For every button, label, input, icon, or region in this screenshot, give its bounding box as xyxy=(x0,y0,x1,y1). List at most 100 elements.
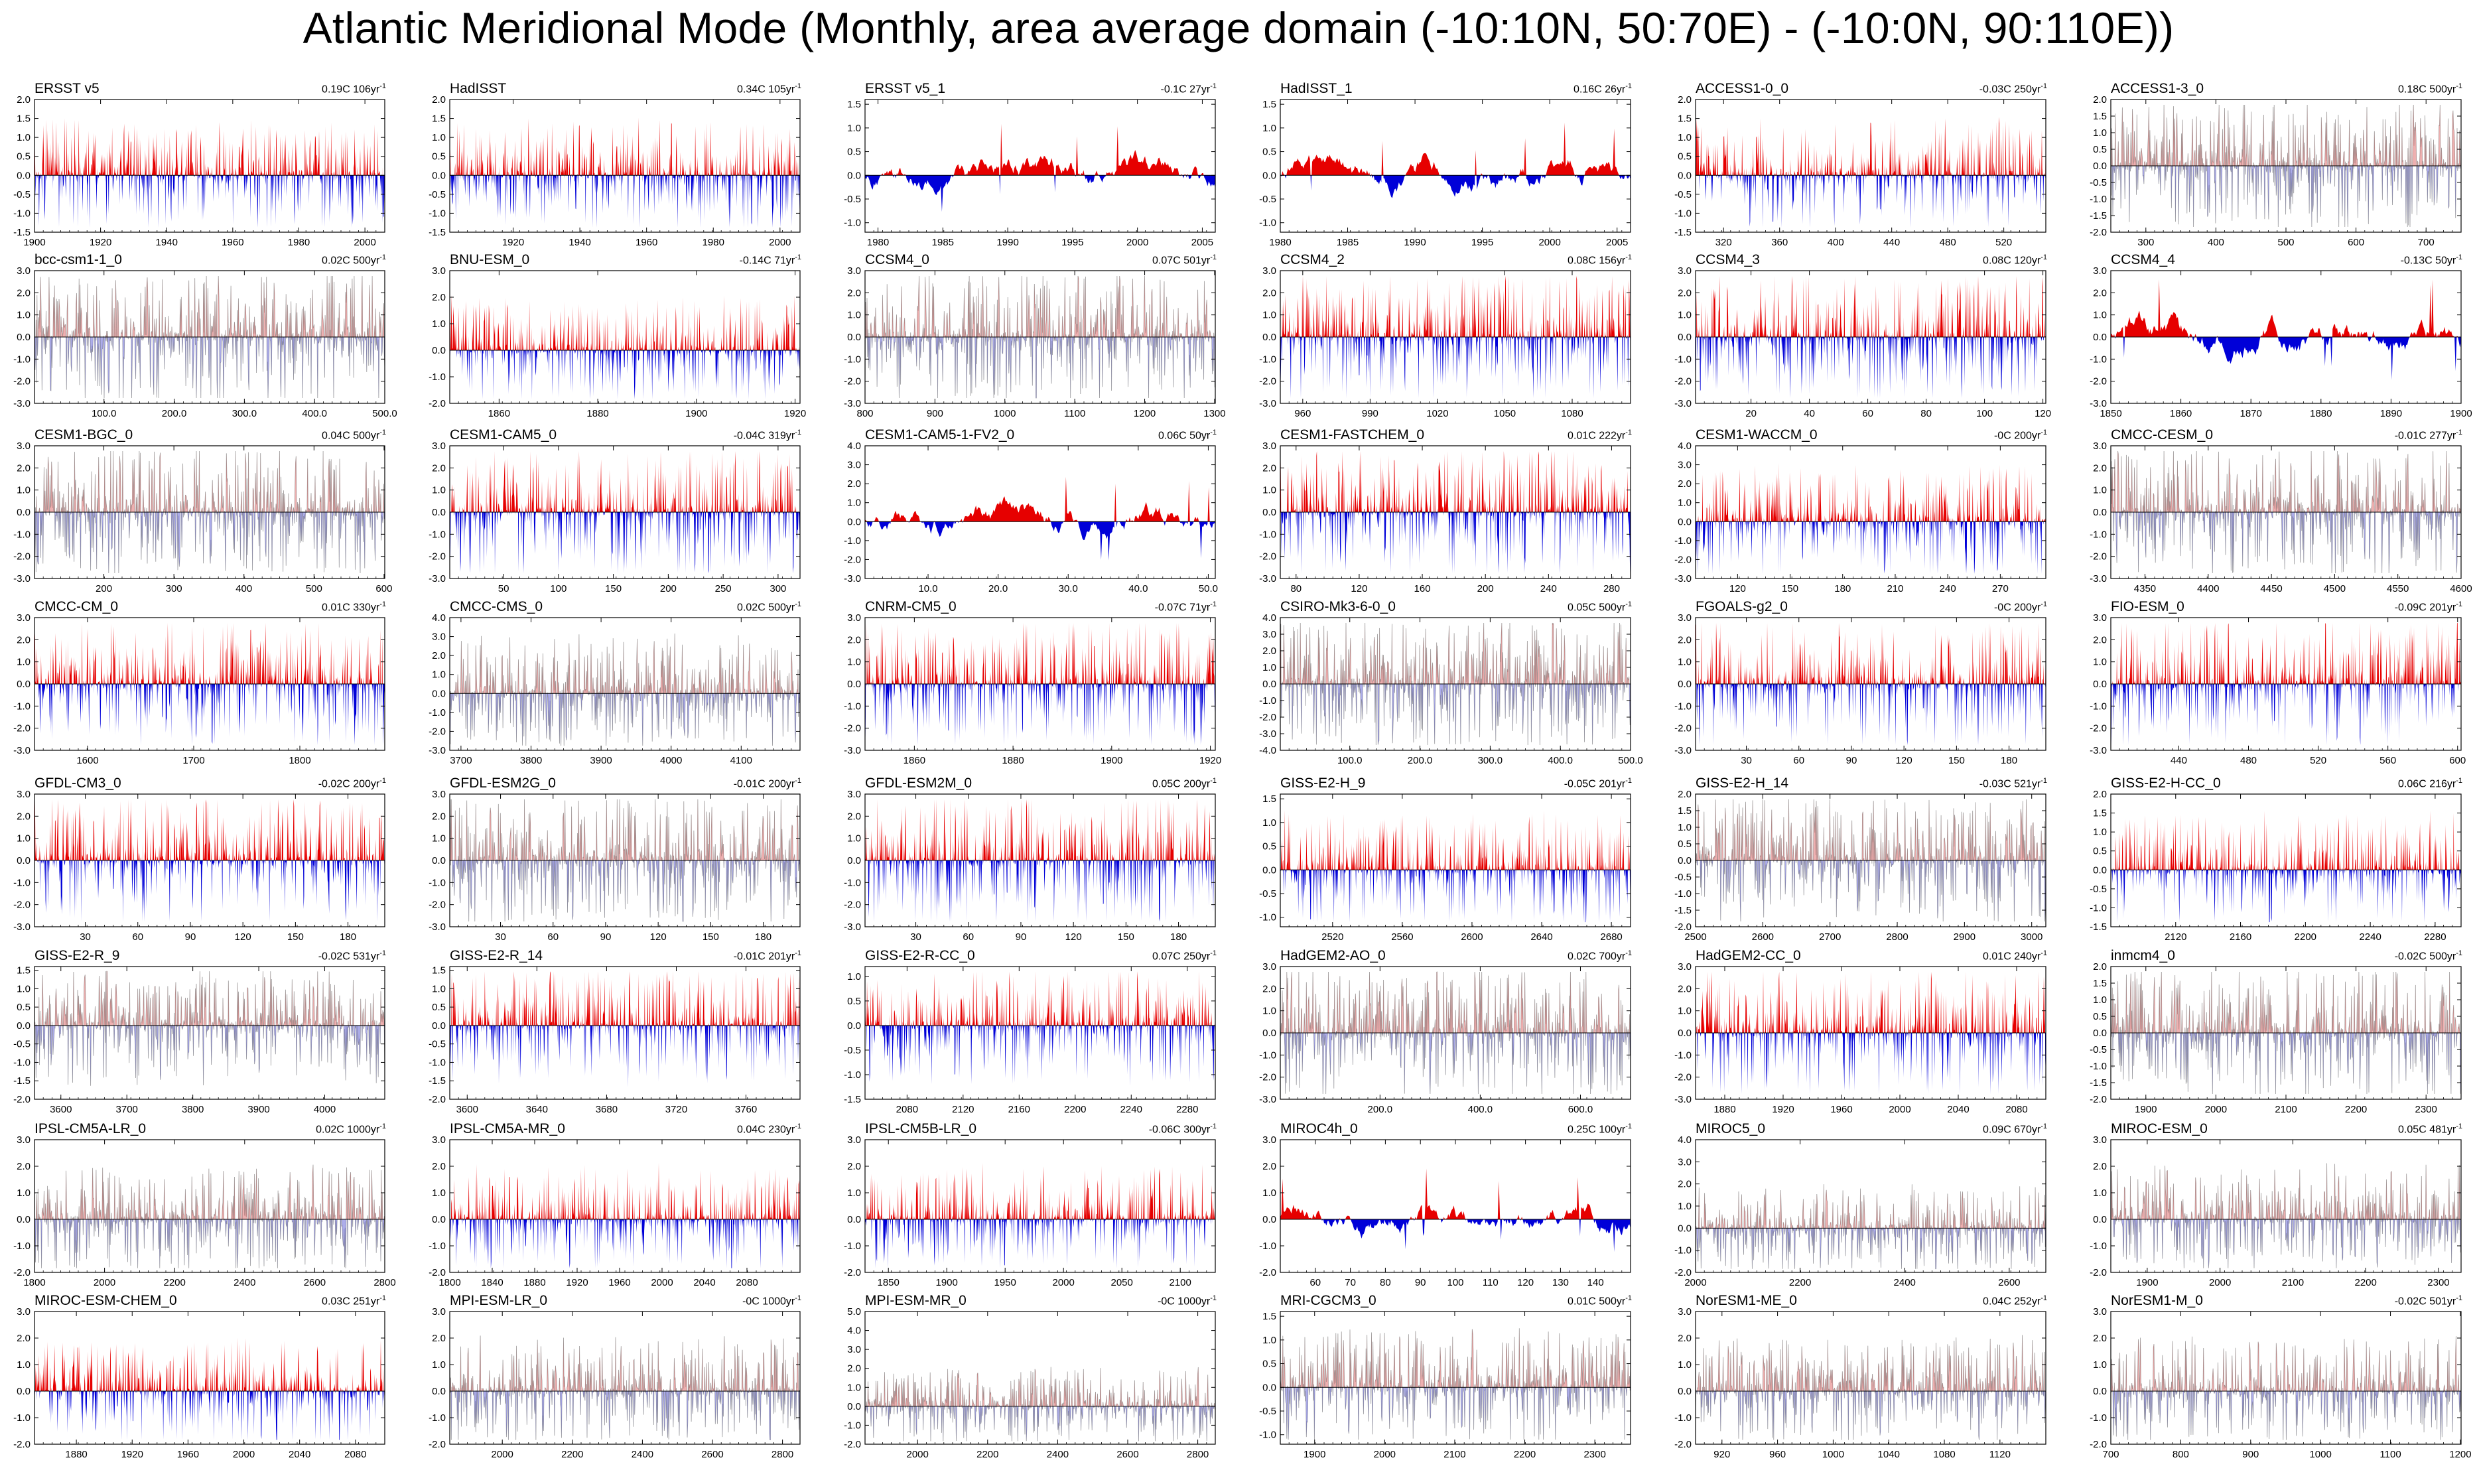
y-tick-label: 1.0 xyxy=(2093,485,2107,496)
y-tick-label: 4.0 xyxy=(1678,440,1692,452)
y-tick-label: -2.0 xyxy=(2090,723,2107,734)
x-tick-label: 150 xyxy=(1782,583,1798,594)
y-tick-label: 0.0 xyxy=(1678,170,1692,181)
chart-panel: HadISST 0.34C 105yr-1 2.0 1.5 1.0 0.5 0.0 -0.5 -… xyxy=(415,81,805,259)
y-tick-label: 0.0 xyxy=(17,1020,31,1032)
x-tick-label: 90 xyxy=(600,931,612,943)
positive-area xyxy=(34,451,385,512)
positive-area xyxy=(2111,810,2460,870)
negative-area xyxy=(1280,512,1631,573)
y-tick-label: -2.0 xyxy=(844,723,861,734)
y-tick-label: 0.0 xyxy=(1678,855,1692,866)
y-tick-label: 2.0 xyxy=(17,1333,31,1344)
y-tick-label: 0.0 xyxy=(847,516,861,527)
x-tick-label: 1880 xyxy=(1713,1104,1735,1115)
y-tick-label: 3.0 xyxy=(2093,1306,2107,1317)
y-tick-label: 2.0 xyxy=(1678,634,1692,645)
x-tick-label: 1850 xyxy=(2100,408,2121,419)
y-tick-label: 2.0 xyxy=(1262,1161,1276,1172)
y-tick-label: -3.0 xyxy=(844,573,861,584)
y-tick-label: -1.0 xyxy=(1259,1049,1276,1061)
y-tick-label: -3.0 xyxy=(429,745,446,756)
y-tick-label: 1.0 xyxy=(432,318,446,330)
x-tick-label: 1995 xyxy=(1061,237,1083,248)
y-tick-label: 0.0 xyxy=(2093,679,2107,690)
panel-plot: 3.0 2.0 1.0 0.0 -1.0 -2.0 -3.0 30 60 90 120 150 180 xyxy=(429,789,801,943)
plot-frame xyxy=(1695,1311,2046,1445)
x-tick-label: 960 xyxy=(1769,1449,1786,1460)
y-tick-label: 3.0 xyxy=(1262,1134,1276,1146)
panel-title: GISS-E2-R_9 xyxy=(34,948,120,963)
panel-trend-stat: -0.02C 500yr-1 xyxy=(2394,949,2462,963)
y-tick-label: 1.5 xyxy=(17,113,31,125)
x-tick-label: 140 xyxy=(1587,1277,1604,1288)
y-tick-label: -1.0 xyxy=(13,529,31,540)
x-tick-label: 110 xyxy=(1483,1277,1499,1288)
y-tick-label: -1.0 xyxy=(2090,354,2107,365)
y-tick-label: 1.0 xyxy=(1678,657,1692,668)
y-tick-label: -0.5 xyxy=(844,1045,861,1056)
positive-area xyxy=(865,1367,1215,1406)
x-tick-label: 4100 xyxy=(730,755,752,766)
x-tick-label: 2200 xyxy=(2345,1104,2367,1115)
x-tick-label: 360 xyxy=(1771,237,1788,248)
x-tick-label: 60 xyxy=(547,931,559,943)
y-tick-label: 0.0 xyxy=(432,1020,446,1032)
x-tick-label: 2040 xyxy=(289,1449,310,1460)
positive-area xyxy=(1280,972,1631,1033)
positive-area xyxy=(865,623,1215,684)
panel-trend-stat: -0C 1000yr-1 xyxy=(1158,1294,1217,1308)
y-tick-label: -1.0 xyxy=(1674,701,1692,712)
x-tick-label: 100 xyxy=(1447,1277,1463,1288)
x-tick-label: 80 xyxy=(1290,583,1302,594)
negative-area xyxy=(1696,1033,2046,1094)
positive-area xyxy=(2111,1163,2461,1219)
y-tick-label: -0.5 xyxy=(2090,884,2107,895)
positive-area xyxy=(34,1337,385,1391)
y-tick-label: -1.5 xyxy=(1674,905,1692,916)
panel-trend-stat: 0.07C 250yr-1 xyxy=(1152,949,1217,963)
y-tick-label: -1.0 xyxy=(844,354,861,365)
panel-title: CCSM4_0 xyxy=(865,252,929,267)
y-tick-label: 3.0 xyxy=(1262,265,1276,277)
panel-title: ERSST v5 xyxy=(34,81,100,96)
x-tick-label: 1860 xyxy=(488,408,510,419)
x-tick-label: 1700 xyxy=(182,755,204,766)
y-tick-label: 0.0 xyxy=(1678,1028,1692,1039)
y-tick-label: 2.0 xyxy=(1262,287,1276,299)
panel-plot: 2.0 1.5 1.0 0.5 0.0 -0.5 -1.0 -1.5 -2.0 1900 2000 2… xyxy=(2090,961,2462,1115)
y-tick-label: 0.0 xyxy=(1678,1386,1692,1397)
x-tick-label: 1900 xyxy=(2136,1277,2158,1288)
x-tick-label: 2400 xyxy=(1894,1277,1916,1288)
y-tick-label: -1.5 xyxy=(2090,1077,2107,1089)
y-tick-label: 1.0 xyxy=(1262,662,1276,673)
y-tick-label: 2.0 xyxy=(1678,1333,1692,1344)
y-tick-label: 1.0 xyxy=(17,1187,31,1199)
y-tick-label: 0.5 xyxy=(1262,841,1276,852)
x-tick-label: 1880 xyxy=(2310,408,2332,419)
x-tick-label: 60 xyxy=(1309,1277,1321,1288)
x-tick-label: 920 xyxy=(1713,1449,1730,1460)
y-tick-label: 5.0 xyxy=(847,1306,861,1317)
y-tick-label: 1.0 xyxy=(17,657,31,668)
x-tick-label: 280 xyxy=(1603,583,1620,594)
x-tick-label: 500.0 xyxy=(372,408,397,419)
positive-area xyxy=(450,295,800,350)
x-tick-label: 2120 xyxy=(2165,931,2186,943)
x-tick-label: 10.0 xyxy=(918,583,937,594)
y-tick-label: 2.0 xyxy=(17,1161,31,1172)
x-tick-label: 1940 xyxy=(156,237,178,248)
x-tick-label: 400 xyxy=(2208,237,2224,248)
panel-trend-stat: 0.04C 230yr-1 xyxy=(737,1122,801,1136)
x-tick-label: 1800 xyxy=(289,755,310,766)
y-tick-label: -1.0 xyxy=(429,1057,446,1068)
y-tick-label: 1.0 xyxy=(1678,132,1692,143)
x-tick-label: 4600 xyxy=(2450,583,2472,594)
y-tick-label: -1.0 xyxy=(13,877,31,888)
panel-trend-stat: 0.01C 330yr-1 xyxy=(322,600,386,614)
x-tick-label: 240 xyxy=(1540,583,1557,594)
panel-plot: 3.0 2.0 1.0 0.0 -1.0 -2.0 -3.0 30 60 90 120 150 180 xyxy=(13,789,385,943)
y-tick-label: -1.0 xyxy=(429,529,446,540)
x-tick-label: 4400 xyxy=(2197,583,2219,594)
